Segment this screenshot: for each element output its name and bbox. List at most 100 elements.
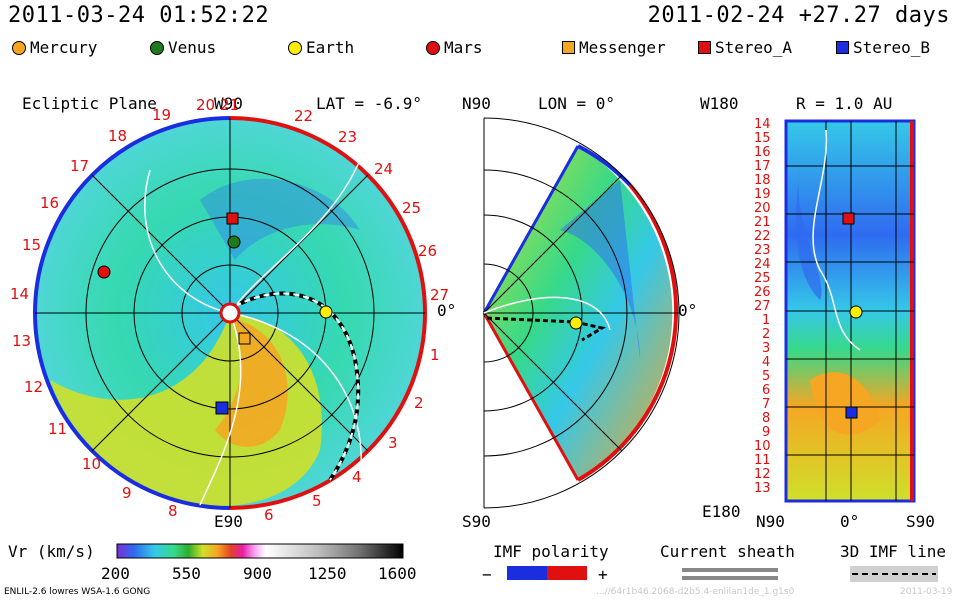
svg-text:16: 16 (754, 145, 771, 160)
meridional-right-label: 0° (678, 301, 698, 320)
stereo-b-marker-synoptic (845, 406, 858, 419)
run-date-footer: 2011-03-19 (900, 587, 953, 597)
colorbar-tick-550: 550 (172, 564, 201, 583)
mars-icon (426, 40, 440, 55)
svg-text:14: 14 (754, 117, 771, 132)
svg-text:22: 22 (754, 229, 771, 244)
svg-text:10: 10 (754, 439, 771, 454)
svg-text:16: 16 (40, 194, 59, 212)
synoptic-top-left: W180 (700, 94, 739, 113)
sun-icon (219, 302, 241, 324)
svg-text:12: 12 (754, 467, 771, 482)
messenger-marker (238, 332, 251, 345)
svg-text:10: 10 (82, 455, 101, 473)
svg-text:17: 17 (754, 159, 771, 174)
svg-text:25: 25 (754, 271, 771, 286)
colorbar-title: Vr (km/s) (8, 542, 95, 561)
legend-mars: Mars (426, 38, 483, 57)
svg-text:17: 17 (70, 157, 89, 175)
svg-text:11: 11 (754, 453, 771, 468)
svg-text:3: 3 (388, 434, 398, 452)
svg-text:18: 18 (108, 127, 127, 145)
svg-text:1: 1 (762, 313, 770, 328)
svg-text:5: 5 (762, 369, 770, 384)
legend-mercury: Mercury (12, 38, 97, 57)
svg-text:18: 18 (754, 173, 771, 188)
lon-label: LON = 0° (538, 94, 616, 113)
r-label: R = 1.0 AU (796, 94, 893, 113)
svg-text:23: 23 (754, 243, 771, 258)
svg-text:24: 24 (374, 160, 393, 178)
svg-text:20: 20 (754, 201, 771, 216)
svg-text:21: 21 (220, 96, 239, 114)
mercury-icon (12, 40, 26, 55)
svg-text:4: 4 (352, 468, 362, 486)
run-id-footer: ...//64r1b46.2068-d2b5.4-enlilan1de_1.g1… (596, 587, 795, 597)
current-sheath-line-1 (682, 568, 778, 572)
stereo-a-marker-synoptic (842, 212, 855, 225)
svg-text:4: 4 (762, 355, 770, 370)
synoptic-x-s90: S90 (906, 512, 935, 531)
svg-text:20: 20 (196, 96, 215, 114)
svg-text:19: 19 (152, 106, 171, 124)
svg-text:8: 8 (168, 502, 178, 520)
mars-marker (97, 265, 111, 279)
synoptic-bottom-left: E180 (702, 502, 741, 521)
svg-text:9: 9 (762, 425, 770, 440)
svg-text:3: 3 (762, 341, 770, 356)
venus-marker (227, 235, 241, 249)
imf-line-meridional (486, 316, 606, 342)
legend-earth: Earth (288, 38, 354, 57)
svg-text:26: 26 (754, 285, 771, 300)
colorbar-tick-1600: 1600 (378, 564, 417, 583)
legend-stereo-a: Stereo_A (698, 38, 792, 57)
imf-polarity-negative (507, 566, 547, 580)
stereo-a-marker (226, 212, 239, 225)
meridional-panel (482, 117, 680, 509)
earth-marker (319, 305, 333, 319)
fast-wind-core (215, 318, 288, 447)
svg-text:12: 12 (24, 378, 43, 396)
svg-text:27: 27 (430, 286, 449, 304)
model-footer: ENLIL-2.6 lowres WSA-1.6 GONG (4, 587, 151, 597)
forecast-label: 2011-02-24 +27.27 days (647, 3, 950, 28)
venus-icon (150, 40, 164, 55)
imf-polarity-title: IMF polarity (493, 542, 609, 561)
colorbar-tick-1250: 1250 (308, 564, 347, 583)
imf-polarity-positive (547, 566, 587, 580)
svg-text:27: 27 (754, 299, 771, 314)
earth-marker-synoptic (849, 305, 863, 319)
lat-label: LAT = -6.9° (316, 94, 422, 113)
svg-text:26: 26 (418, 242, 437, 260)
legend-venus: Venus (150, 38, 216, 57)
svg-text:24: 24 (754, 257, 771, 272)
meridional-top-label: N90 (462, 94, 491, 113)
earth-marker-meridional (569, 316, 583, 330)
svg-text:6: 6 (264, 506, 274, 524)
svg-text:22: 22 (294, 107, 313, 125)
svg-text:6: 6 (762, 383, 770, 398)
svg-text:5: 5 (312, 492, 322, 510)
svg-text:13: 13 (12, 332, 31, 350)
colorbar-tick-200: 200 (101, 564, 130, 583)
svg-text:13: 13 (754, 481, 771, 496)
svg-text:15: 15 (754, 131, 771, 146)
messenger-icon (562, 41, 575, 54)
legend-stereo-b: Stereo_B (836, 38, 930, 57)
svg-text:23: 23 (338, 128, 357, 146)
earth-icon (288, 40, 302, 55)
imf-line-title: 3D IMF line (840, 542, 946, 561)
imf-polarity-plus: + (598, 565, 608, 584)
svg-text:19: 19 (754, 187, 771, 202)
ecliptic-title: Ecliptic Plane (22, 94, 157, 113)
svg-text:14: 14 (10, 285, 29, 303)
stereo-a-icon (698, 41, 711, 54)
svg-text:7: 7 (762, 397, 770, 412)
synoptic-x-0: 0° (840, 512, 860, 531)
svg-text:2: 2 (762, 327, 770, 342)
synoptic-x-n90: N90 (756, 512, 785, 531)
